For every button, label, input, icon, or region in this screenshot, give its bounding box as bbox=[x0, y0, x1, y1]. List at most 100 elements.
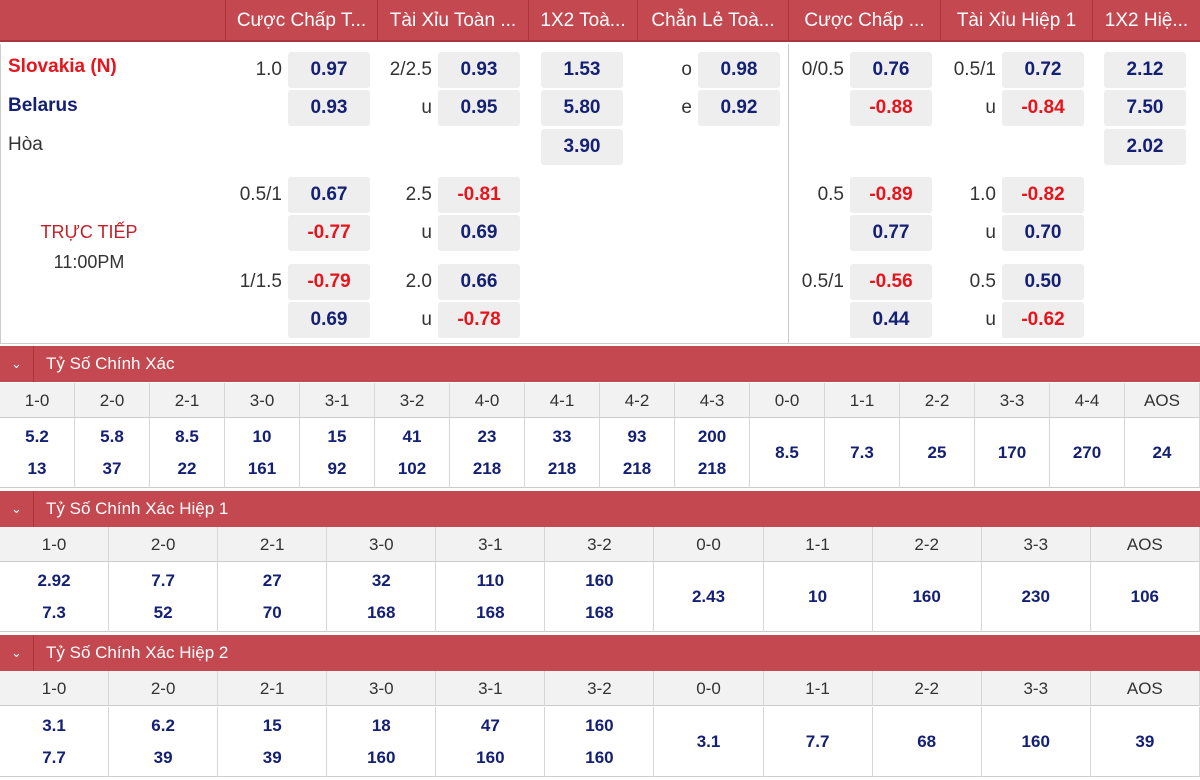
header-tab-6[interactable]: 1X2 Hiệ... bbox=[1092, 0, 1200, 42]
score-odds[interactable]: 200 bbox=[697, 426, 727, 446]
score-odds-cell[interactable]: 200 218 bbox=[675, 418, 750, 488]
score-odds[interactable]: 70 bbox=[262, 602, 282, 622]
score-odds-cell[interactable]: 7.7 52 bbox=[109, 562, 219, 632]
score-odds[interactable]: 93 bbox=[627, 426, 647, 446]
odds-button[interactable]: -0.77 bbox=[288, 215, 370, 251]
score-odds-cell[interactable]: 93 218 bbox=[600, 418, 675, 488]
score-odds[interactable]: 15 bbox=[262, 715, 282, 735]
odds-button[interactable]: 0.98 bbox=[698, 52, 780, 88]
score-odds[interactable]: 7.7 bbox=[42, 747, 66, 767]
score-odds[interactable]: 160 bbox=[476, 747, 505, 767]
odds-button[interactable]: 0.70 bbox=[1002, 215, 1084, 251]
odds-button[interactable]: 1.53 bbox=[541, 52, 623, 88]
score-odds[interactable]: 22 bbox=[177, 458, 197, 478]
score-odds[interactable]: 39 bbox=[1135, 731, 1155, 751]
odds-button[interactable]: 0.93 bbox=[288, 90, 370, 126]
score-odds-cell[interactable]: 39 bbox=[1090, 707, 1200, 777]
score-odds-cell[interactable]: 5.2 13 bbox=[0, 418, 75, 488]
score-odds[interactable]: 7.7 bbox=[151, 570, 175, 590]
score-odds-cell[interactable]: 160 160 bbox=[545, 707, 655, 777]
score-odds-cell[interactable]: 270 bbox=[1050, 418, 1125, 488]
odds-button[interactable]: 0.72 bbox=[1002, 52, 1084, 88]
score-odds[interactable]: 2.43 bbox=[691, 586, 726, 606]
score-odds-cell[interactable]: 24 bbox=[1125, 418, 1200, 488]
score-odds-cell[interactable]: 33 218 bbox=[525, 418, 600, 488]
score-odds-cell[interactable]: 7.3 bbox=[825, 418, 900, 488]
away-team[interactable]: Belarus bbox=[8, 95, 78, 116]
score-odds[interactable]: 33 bbox=[552, 426, 572, 446]
score-odds[interactable]: 7.3 bbox=[850, 442, 874, 462]
odds-button[interactable]: -0.62 bbox=[1002, 302, 1084, 338]
score-odds[interactable]: 160 bbox=[585, 570, 614, 590]
score-odds[interactable]: 7.7 bbox=[805, 731, 830, 751]
score-odds[interactable]: 7.3 bbox=[42, 602, 66, 622]
odds-button[interactable]: 0.76 bbox=[850, 52, 932, 88]
score-odds[interactable]: 41 bbox=[402, 426, 422, 446]
header-tab-1[interactable]: Tài Xỉu Toàn ... bbox=[377, 0, 528, 42]
score-odds[interactable]: 3.1 bbox=[696, 731, 721, 751]
odds-button[interactable]: 0.44 bbox=[850, 302, 932, 338]
score-odds[interactable]: 160 bbox=[585, 715, 614, 735]
score-odds[interactable]: 168 bbox=[367, 602, 396, 622]
score-odds[interactable]: 18 bbox=[371, 715, 391, 735]
section-header[interactable]: ⌄ Tỷ Số Chính Xác bbox=[0, 346, 1200, 382]
odds-button[interactable]: 2.02 bbox=[1104, 129, 1186, 165]
score-odds-cell[interactable]: 7.7 bbox=[763, 707, 873, 777]
score-odds-cell[interactable]: 27 70 bbox=[218, 562, 328, 632]
score-odds[interactable]: 160 bbox=[367, 747, 396, 767]
score-odds[interactable]: 168 bbox=[585, 602, 614, 622]
header-tab-4[interactable]: Cược Chấp ... bbox=[788, 0, 940, 42]
odds-button[interactable]: 0.67 bbox=[288, 177, 370, 213]
score-odds-cell[interactable]: 3.1 7.7 bbox=[0, 707, 110, 777]
score-odds[interactable]: 32 bbox=[371, 570, 391, 590]
score-odds-cell[interactable]: 41 102 bbox=[375, 418, 450, 488]
odds-button[interactable]: 3.90 bbox=[541, 129, 623, 165]
header-tab-2[interactable]: 1X2 Toà... bbox=[528, 0, 637, 42]
score-odds[interactable]: 92 bbox=[327, 458, 347, 478]
odds-button[interactable]: 0.92 bbox=[698, 90, 780, 126]
odds-button[interactable]: 0.95 bbox=[438, 90, 520, 126]
header-tab-0[interactable]: Cược Chấp T... bbox=[225, 0, 377, 42]
score-odds[interactable]: 160 bbox=[585, 747, 614, 767]
score-odds[interactable]: 5.2 bbox=[25, 426, 49, 446]
chevron-down-icon[interactable]: ⌄ bbox=[0, 491, 34, 527]
odds-button[interactable]: -0.56 bbox=[850, 264, 932, 300]
score-odds[interactable]: 47 bbox=[480, 715, 500, 735]
odds-button[interactable]: 0.77 bbox=[850, 215, 932, 251]
score-odds-cell[interactable]: 15 92 bbox=[300, 418, 375, 488]
score-odds-cell[interactable]: 160 168 bbox=[545, 562, 655, 632]
score-odds[interactable]: 24 bbox=[1152, 442, 1172, 462]
score-odds[interactable]: 23 bbox=[477, 426, 497, 446]
score-odds-cell[interactable]: 3.1 bbox=[654, 707, 764, 777]
score-odds-cell[interactable]: 23 218 bbox=[450, 418, 525, 488]
score-odds[interactable]: 230 bbox=[1021, 586, 1050, 606]
score-odds-cell[interactable]: 10 bbox=[763, 562, 873, 632]
score-odds[interactable]: 27 bbox=[262, 570, 282, 590]
score-odds[interactable]: 5.8 bbox=[100, 426, 124, 446]
chevron-down-icon[interactable]: ⌄ bbox=[0, 635, 34, 671]
odds-button[interactable]: -0.78 bbox=[438, 302, 520, 338]
odds-button[interactable]: 5.80 bbox=[541, 90, 623, 126]
score-odds-cell[interactable]: 2.92 7.3 bbox=[0, 562, 110, 632]
home-team[interactable]: Slovakia (N) bbox=[8, 56, 117, 77]
odds-button[interactable]: -0.89 bbox=[850, 177, 932, 213]
score-odds[interactable]: 218 bbox=[622, 458, 652, 478]
section-header[interactable]: ⌄ Tỷ Số Chính Xác Hiệp 2 bbox=[0, 635, 1200, 671]
score-odds-cell[interactable]: 25 bbox=[900, 418, 975, 488]
score-odds[interactable]: 68 bbox=[917, 731, 937, 751]
score-odds[interactable]: 218 bbox=[547, 458, 577, 478]
score-odds[interactable]: 218 bbox=[472, 458, 502, 478]
odds-button[interactable]: -0.79 bbox=[288, 264, 370, 300]
score-odds[interactable]: 270 bbox=[1072, 442, 1102, 462]
odds-button[interactable]: -0.88 bbox=[850, 90, 932, 126]
score-odds-cell[interactable]: 68 bbox=[872, 707, 982, 777]
score-odds[interactable]: 13 bbox=[27, 458, 47, 478]
odds-button[interactable]: -0.84 bbox=[1002, 90, 1084, 126]
section-header[interactable]: ⌄ Tỷ Số Chính Xác Hiệp 1 bbox=[0, 491, 1200, 527]
odds-button[interactable]: 0.69 bbox=[288, 302, 370, 338]
score-odds-cell[interactable]: 6.2 39 bbox=[109, 707, 219, 777]
score-odds-cell[interactable]: 160 bbox=[872, 562, 982, 632]
score-odds[interactable]: 160 bbox=[1021, 731, 1050, 751]
score-odds[interactable]: 39 bbox=[153, 747, 173, 767]
score-odds[interactable]: 110 bbox=[476, 570, 505, 590]
